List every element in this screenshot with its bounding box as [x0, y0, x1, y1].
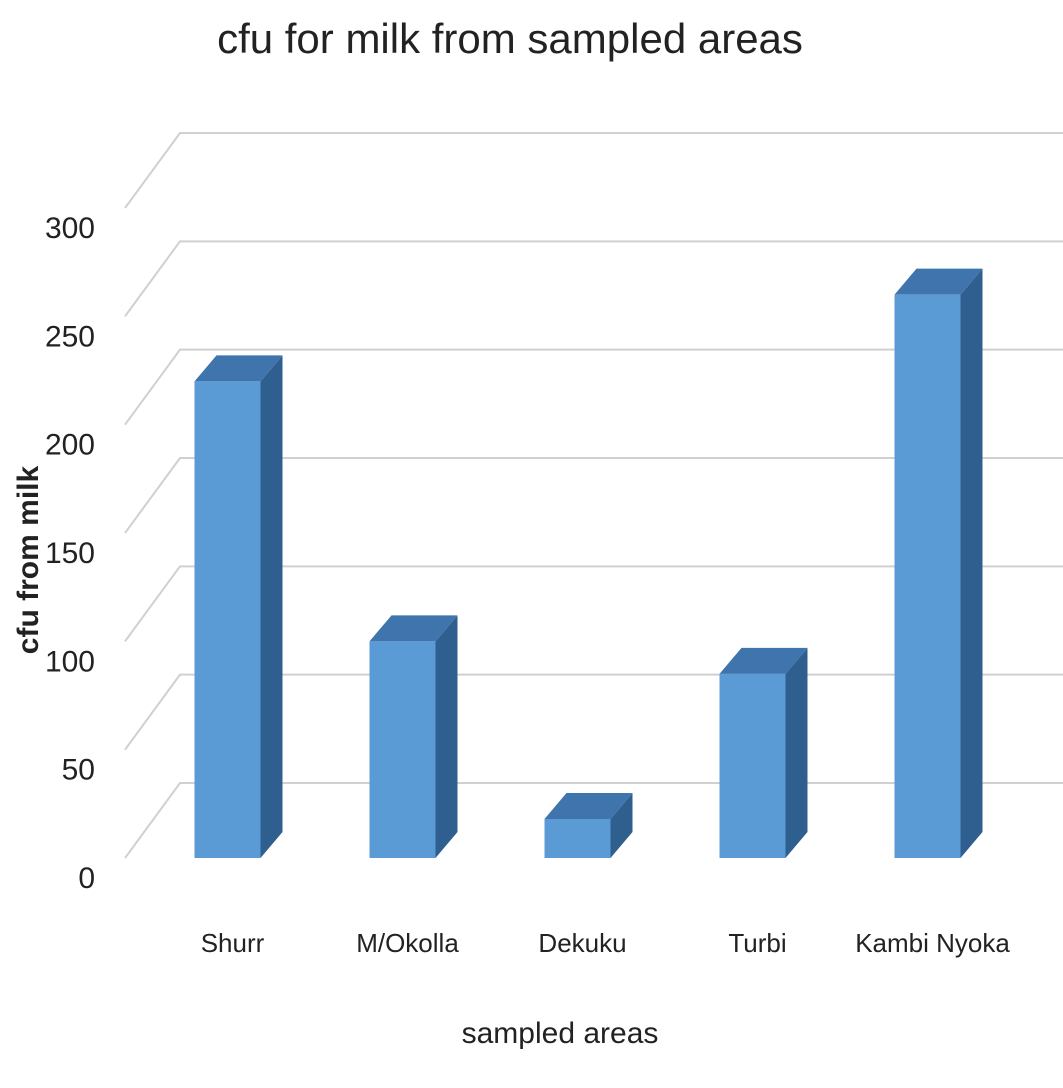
- grid-line: [124, 457, 1063, 534]
- bar-top: [894, 268, 983, 295]
- bar-front: [194, 381, 261, 858]
- bar-side: [610, 793, 633, 858]
- y-tick-label: 100: [45, 645, 95, 678]
- bar-front: [544, 819, 611, 858]
- y-tick-label: 250: [45, 320, 95, 353]
- bar-side: [260, 355, 283, 858]
- y-tick-label: 200: [45, 429, 95, 462]
- x-tick-label: Kambi Nyoka: [855, 928, 1010, 958]
- y-tick-label: 0: [78, 862, 95, 895]
- y-tick-label: 150: [45, 537, 95, 570]
- x-tick-label: Shurr: [201, 928, 265, 958]
- x-tick-label: Turbi: [728, 928, 786, 958]
- bar-side: [435, 615, 458, 858]
- grid-line: [124, 348, 1063, 426]
- y-tick-label: 300: [45, 212, 95, 245]
- bar-side: [960, 268, 983, 859]
- bar-side: [785, 647, 808, 858]
- bar-top: [369, 615, 458, 642]
- bar: [369, 615, 458, 858]
- bar-front: [369, 641, 436, 858]
- y-axis-label: cfu from milk: [12, 466, 45, 655]
- bar-top: [544, 793, 633, 819]
- bar-top: [194, 355, 283, 382]
- bar: [719, 647, 808, 858]
- bar: [894, 268, 983, 859]
- x-tick-label: M/Okolla: [356, 928, 459, 958]
- x-axis-label: sampled areas: [462, 1017, 659, 1050]
- grid-line: [124, 565, 1063, 642]
- bar-front: [719, 673, 786, 858]
- x-tick-label: Dekuku: [538, 928, 626, 958]
- bar: [194, 355, 283, 858]
- grid-line: [124, 240, 1063, 317]
- y-tick-label: 50: [62, 754, 95, 787]
- chart-title: cfu for milk from sampled areas: [217, 15, 803, 62]
- bar-top: [719, 647, 808, 674]
- bar-front: [894, 294, 961, 859]
- grid-line: [124, 132, 1063, 209]
- bar: [544, 793, 633, 858]
